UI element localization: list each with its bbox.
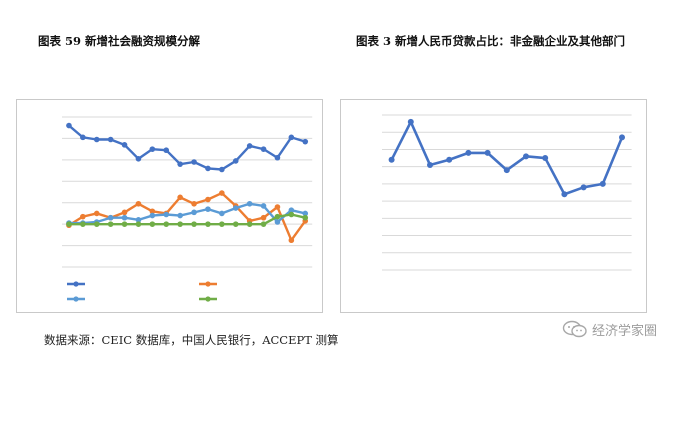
legend-marker (205, 296, 211, 302)
data-point (177, 212, 183, 219)
data-point (107, 221, 114, 227)
data-point (246, 143, 253, 149)
data-point (121, 209, 128, 216)
data-point (219, 190, 225, 196)
legend-marker (205, 281, 211, 287)
data-point (135, 217, 142, 223)
legend-marker (73, 296, 79, 302)
data-point (163, 221, 170, 227)
data-point (93, 136, 100, 143)
data-point (388, 156, 395, 163)
data-point (93, 221, 100, 227)
data-point (288, 207, 295, 214)
data-point (135, 155, 142, 162)
data-point (260, 146, 267, 152)
left-chart-svg (62, 116, 313, 302)
data-point (93, 210, 100, 217)
data-point (619, 134, 625, 141)
watermark: 经济学家圈 (562, 319, 657, 339)
data-point (260, 214, 267, 221)
data-point (232, 205, 239, 211)
data-point (246, 200, 253, 207)
data-point (274, 204, 281, 210)
watermark-text: 经济学家圈 (592, 323, 658, 339)
data-point (80, 213, 86, 220)
right-chart-svg (382, 114, 632, 271)
data-point (205, 206, 211, 212)
data-point (232, 221, 239, 227)
data-point (163, 211, 170, 218)
legend-marker (73, 281, 79, 287)
data-point (274, 154, 281, 161)
data-point (260, 221, 267, 227)
data-point (80, 221, 86, 227)
data-point (149, 221, 156, 227)
data-point (274, 219, 281, 225)
data-point (465, 149, 472, 156)
data-point (260, 203, 267, 209)
series-line (68, 124, 306, 171)
data-point (219, 210, 225, 217)
data-point (523, 153, 529, 160)
data-point (427, 161, 433, 168)
data-point (135, 200, 142, 207)
right-chart-panel (340, 99, 647, 313)
data-point (246, 221, 253, 227)
data-point (232, 158, 239, 164)
data-point (121, 214, 128, 221)
data-point (205, 221, 211, 227)
left-chart-panel (16, 99, 323, 313)
data-point (288, 134, 295, 141)
data-point (542, 155, 549, 162)
right-chart-title: 图表 3 新增人民币贷款占比：非金融企业及其他部门 (356, 34, 626, 48)
data-point (66, 221, 72, 227)
wechat-icon (562, 319, 588, 339)
data-point (191, 221, 197, 227)
series-line (390, 120, 624, 196)
data-point (219, 166, 225, 173)
data-point (302, 214, 309, 221)
series-line (68, 191, 307, 242)
data-point (561, 191, 568, 198)
data-point (163, 147, 170, 154)
data-point (121, 142, 128, 148)
data-point (149, 146, 156, 152)
data-point (149, 212, 156, 219)
data-point (288, 237, 295, 244)
left-chart-title: 图表 59 新增社会融资规模分解 (38, 34, 201, 48)
data-point (107, 136, 114, 143)
data-point (80, 134, 86, 141)
data-point (66, 122, 72, 129)
data-point (302, 210, 309, 217)
data-point (288, 211, 295, 218)
data-point (205, 165, 211, 172)
data-source-note: 数据来源：CEIC 数据库，中国人民银行，ACCEPT 测算 (44, 333, 339, 347)
data-point (599, 180, 606, 187)
data-point (219, 221, 225, 227)
data-point (191, 159, 197, 165)
data-point (107, 214, 114, 221)
data-point (135, 221, 142, 227)
data-point (484, 149, 491, 156)
data-point (191, 209, 197, 216)
data-point (302, 138, 309, 145)
data-point (446, 156, 453, 163)
data-point (177, 161, 183, 167)
data-point (177, 221, 183, 227)
data-point (407, 118, 414, 125)
data-point (177, 194, 183, 201)
data-point (205, 196, 211, 203)
data-point (121, 221, 128, 227)
data-point (191, 200, 197, 207)
data-point (503, 167, 510, 174)
data-point (580, 184, 587, 191)
data-point (149, 208, 156, 215)
data-point (274, 213, 281, 220)
